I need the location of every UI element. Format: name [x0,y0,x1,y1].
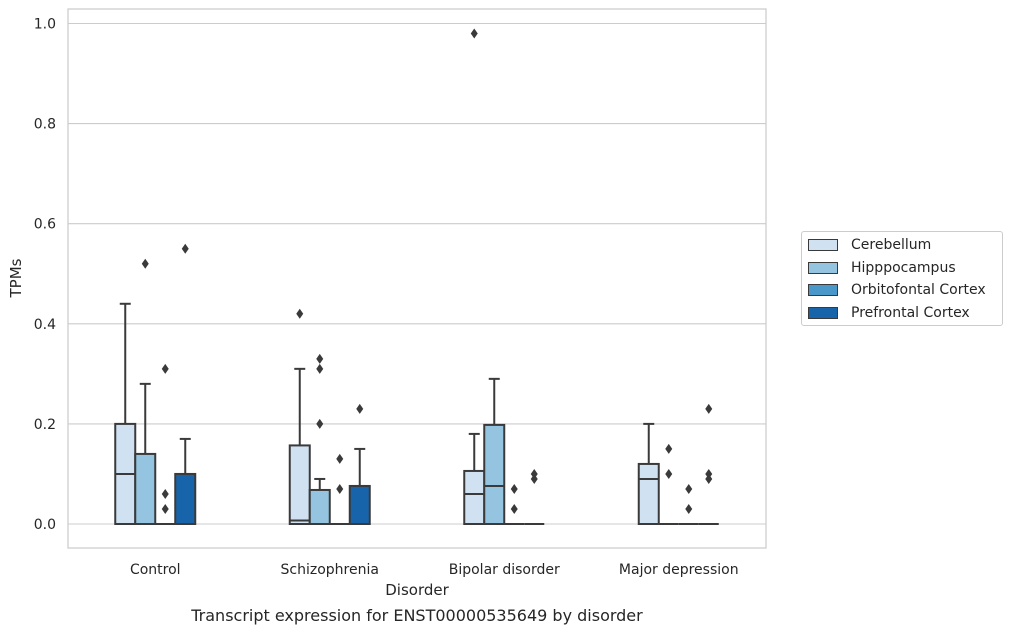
x-axis-label: Disorder [385,581,449,599]
plot-area-frame [67,8,767,549]
legend-item-hippocampus: Hipppocampus [808,258,956,278]
x-tick-label: Bipolar disorder [449,562,560,578]
outlier-point [530,468,538,479]
box [174,472,197,526]
series-prefrontal-cortex [174,243,719,526]
y-axis-label: TPMs [7,258,25,298]
box [288,444,311,526]
legend-swatch-cerebellum [808,239,838,251]
outlier-point [470,28,478,39]
x-tick-label: Major depression [619,562,739,578]
series-hipppocampus [134,258,679,526]
outlier-point [705,403,713,414]
outlier-point [141,258,149,269]
y-tick-label: 0.2 [34,417,56,433]
y-tick-label: 0.6 [34,217,56,233]
outlier-point [316,418,324,429]
box [463,469,486,525]
legend-label-prefrontal-cortex: Prefrontal Cortex [851,305,970,321]
outlier-point [665,468,673,479]
outlier-point [161,363,169,374]
y-tick-label: 0.8 [34,117,56,133]
outlier-point [336,483,344,494]
outlier-point [685,483,693,494]
outlier-point [296,308,304,319]
outlier-point [316,363,324,374]
box [308,488,331,526]
outlier-point [316,353,324,364]
outlier-point [181,243,189,254]
legend-label-orbitofrontal-cortex: Orbitofontal Cortex [851,282,986,298]
grid-lines [68,22,766,525]
outlier-point [530,473,538,484]
y-tick-label: 1.0 [34,17,56,33]
legend-item-orbitofrontal-cortex: Orbitofontal Cortex [808,280,986,300]
box [637,462,660,526]
y-axis-ticks: 0.0 0.2 0.4 0.6 0.8 1.0 [34,17,56,534]
legend: Cerebellum Hipppocampus Orbitofontal Cor… [801,231,1003,326]
box-series [114,28,719,526]
outlier-point [510,503,518,514]
legend-item-prefrontal-cortex: Prefrontal Cortex [808,303,970,323]
legend-swatch-prefrontal-cortex [808,307,838,319]
outlier-point [161,488,169,499]
legend-label-hippocampus: Hipppocampus [851,260,956,276]
x-tick-label: Control [130,562,181,578]
outlier-point [161,503,169,514]
box [134,452,157,525]
x-axis-ticks: Control Schizophrenia Bipolar disorder Majo… [130,562,739,578]
outlier-point [665,443,673,454]
y-tick-label: 0.4 [34,317,56,333]
outlier-point [705,468,713,479]
box [483,423,506,525]
box [348,484,371,526]
legend-label-cerebellum: Cerebellum [851,237,932,253]
series-orbitofontal-cortex [155,363,699,525]
outlier-point [356,403,364,414]
outlier-point [510,483,518,494]
outlier-point [336,453,344,464]
figure-caption: Transcript expression for ENST0000053564… [191,606,643,625]
legend-item-cerebellum: Cerebellum [808,235,931,255]
legend-swatch-hippocampus [808,262,838,274]
outlier-point [685,503,693,514]
outlier-point [705,473,713,484]
x-tick-label: Schizophrenia [281,562,379,578]
series-cerebellum [114,28,660,526]
y-tick-label: 0.0 [34,517,56,533]
legend-swatch-orbitofrontal-cortex [808,284,838,296]
